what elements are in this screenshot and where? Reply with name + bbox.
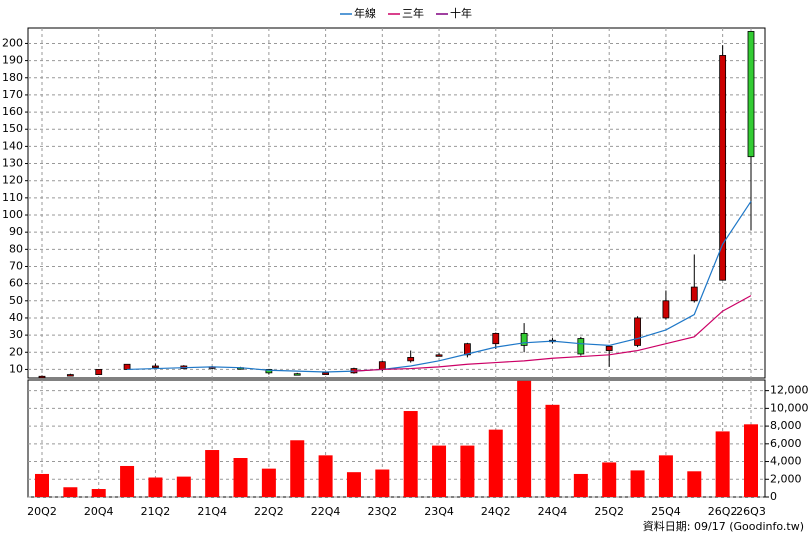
volume-bar <box>658 455 673 497</box>
candle-body <box>322 372 330 375</box>
x-tick-label: 21Q4 <box>197 505 227 518</box>
legend-label: 三年 <box>402 6 424 20</box>
x-tick-label: 21Q2 <box>141 505 171 518</box>
x-tick-label: 24Q4 <box>538 505 568 518</box>
x-tick-label: 20Q4 <box>84 505 114 518</box>
volume-bar <box>148 477 163 497</box>
candle-body <box>265 369 273 374</box>
volume-bar <box>517 380 532 497</box>
y-tick-label: 130 <box>2 157 23 170</box>
y-tick-label: 50 <box>9 294 23 307</box>
y-tick-label: 90 <box>9 225 23 238</box>
y-tick-label: 110 <box>2 191 23 204</box>
candle-body <box>719 55 727 281</box>
volume-bar <box>318 455 333 497</box>
x-tick-label: 25Q2 <box>594 505 624 518</box>
x-tick-label: 24Q2 <box>481 505 511 518</box>
volume-bar <box>261 468 276 497</box>
x-tick-label: 26Q3 <box>736 505 766 518</box>
volume-bar <box>715 431 730 497</box>
x-tick-label: 20Q2 <box>27 505 57 518</box>
x-tick-label: 25Q4 <box>651 505 681 518</box>
y-tick-label: 70 <box>9 259 23 272</box>
x-tick-label: 26Q2 <box>708 505 738 518</box>
ma-line <box>127 200 752 373</box>
y-tick-label: 80 <box>9 242 23 255</box>
volume-bar <box>573 473 588 497</box>
legend-label: 年線 <box>354 6 376 20</box>
candle-body <box>38 375 46 379</box>
y-tick-label: 190 <box>2 54 23 67</box>
volume-bar <box>744 424 758 497</box>
candle-body <box>463 343 471 356</box>
volume-bar <box>375 469 390 497</box>
y-tick-label: 20 <box>9 345 23 358</box>
y2-tick-label: 12,000 <box>770 384 808 397</box>
volume-bar <box>346 472 361 497</box>
candle-body <box>577 338 585 355</box>
price-panel <box>27 27 766 379</box>
volume-bar <box>460 445 475 497</box>
candle-body <box>407 357 415 362</box>
legend-label: 十年 <box>450 6 472 20</box>
volume-bar <box>488 429 503 497</box>
y-tick-label: 60 <box>9 277 23 290</box>
volume-bar <box>545 404 560 497</box>
x-tick-label: 23Q4 <box>424 505 454 518</box>
y2-tick-label: 6,000 <box>770 437 802 450</box>
volume-bar <box>432 445 447 497</box>
candle-body <box>66 374 74 377</box>
candle-body <box>520 332 528 346</box>
volume-bar <box>290 440 305 497</box>
candle-body <box>435 354 443 357</box>
candle-body <box>95 369 103 375</box>
candle-body <box>690 286 698 302</box>
volume-bar <box>630 470 645 497</box>
candle-body <box>152 365 159 368</box>
y-tick-label: 40 <box>9 311 23 324</box>
volume-bar <box>176 476 191 497</box>
y-tick-label: 150 <box>2 122 23 135</box>
y-tick-label: 140 <box>2 139 23 152</box>
volume-bar <box>91 489 106 497</box>
y-tick-label: 180 <box>2 71 23 84</box>
y-tick-label: 160 <box>2 105 23 118</box>
x-tick-label: 23Q2 <box>367 505 397 518</box>
volume-bar <box>35 473 49 497</box>
y-tick-label: 30 <box>9 328 23 341</box>
candle-body <box>123 363 131 370</box>
volume-bar <box>403 411 418 497</box>
candle-body <box>378 361 386 370</box>
candle-body <box>747 31 755 158</box>
y2-tick-label: 0 <box>770 490 777 503</box>
candle-body <box>662 300 670 319</box>
x-tick-label: 22Q2 <box>254 505 284 518</box>
y2-tick-label: 4,000 <box>770 455 802 468</box>
y2-tick-label: 8,000 <box>770 419 802 432</box>
y-tick-label: 100 <box>2 208 23 221</box>
y-tick-label: 170 <box>2 88 23 101</box>
volume-bar <box>602 462 617 497</box>
y-tick-label: 10 <box>9 362 23 375</box>
candle-body <box>492 332 500 345</box>
y-tick-label: 200 <box>2 36 23 49</box>
volume-bar <box>63 487 78 497</box>
ma-line <box>353 295 752 372</box>
y-tick-label: 120 <box>2 174 23 187</box>
volume-bar <box>687 471 702 497</box>
volume-bar <box>233 458 248 497</box>
volume-bar <box>120 465 135 497</box>
y2-tick-label: 2,000 <box>770 472 802 485</box>
footer: 資料日期: 09/17 (Goodinfo.tw) <box>643 519 804 533</box>
candle-body <box>634 317 641 346</box>
volume-bar <box>205 450 220 497</box>
y2-tick-label: 10,000 <box>770 401 808 414</box>
candle-body <box>605 345 613 351</box>
x-tick-label: 22Q4 <box>311 505 341 518</box>
candle-body <box>293 373 301 376</box>
